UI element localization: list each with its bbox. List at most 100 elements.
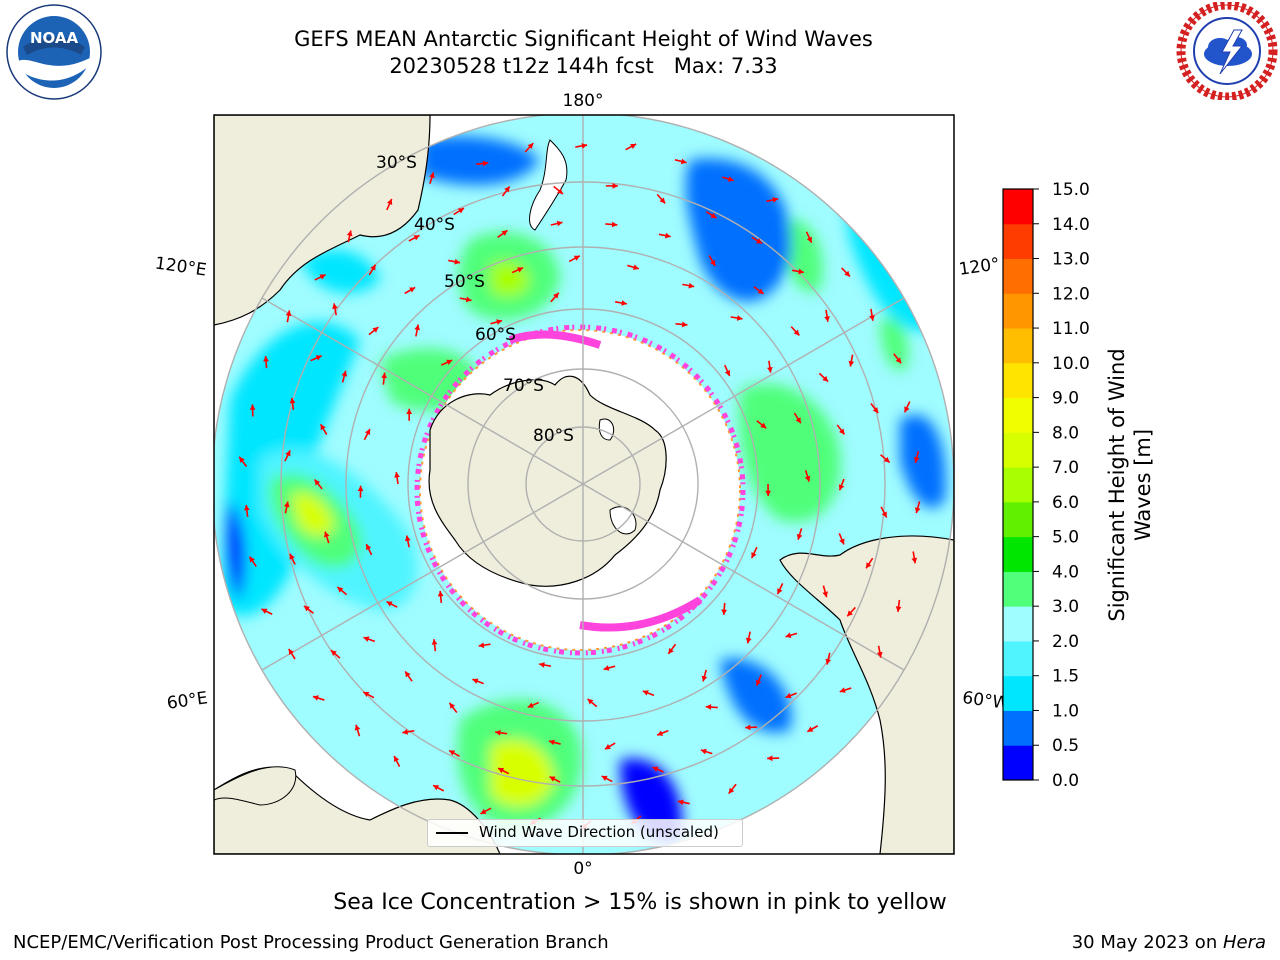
wave-direction-arrowhead: [406, 408, 413, 415]
run-host: Hera: [1222, 932, 1266, 953]
wave-direction-arrowhead: [472, 678, 479, 684]
sea-ice-note: Sea Ice Concentration > 15% is shown in …: [333, 890, 947, 915]
wave-direction-arrowhead: [480, 808, 487, 814]
run-date-prefix: 30 May 2023 on: [1071, 932, 1223, 953]
wave-direction-arrowhead: [498, 767, 505, 774]
wave-direction-arrowhead: [767, 367, 773, 373]
wave-direction-arrowhead: [285, 310, 292, 317]
wave-direction-arrowhead: [611, 221, 618, 228]
colorbar-cell: [1003, 571, 1033, 607]
wave-direction-arrowhead: [621, 300, 627, 306]
wave-direction-arrowhead: [414, 324, 421, 331]
wave-direction-arrowhead: [872, 407, 879, 414]
colorbar-cell: [1003, 675, 1033, 711]
wave-direction-arrowhead: [315, 355, 322, 361]
wave-direction-arrowhead: [844, 270, 851, 277]
wave-direction-arrowhead: [839, 538, 845, 545]
wave-direction-arrowhead: [869, 315, 875, 321]
colorbar-cell: [1003, 189, 1033, 225]
colorbar-tick-label: 10.0: [1052, 354, 1090, 374]
wave-direction-arrowhead: [866, 562, 872, 569]
wave-direction-arrowhead: [504, 186, 510, 193]
wave-direction-arrowhead: [760, 422, 767, 429]
wave-direction-arrowhead: [755, 679, 762, 686]
lon-label-180: 180°: [563, 91, 604, 111]
wave-direction-arrowhead: [553, 292, 559, 299]
colorbar-tick-label: 15.0: [1052, 180, 1090, 200]
wave-direction-arrowhead: [496, 319, 503, 325]
wave-direction-arrowhead: [337, 586, 344, 593]
wave-direction-arrowhead: [700, 748, 707, 755]
wave-direction-arrowhead: [405, 671, 411, 678]
colorbar-cell: [1003, 606, 1033, 642]
wave-direction-arrowhead: [386, 601, 393, 607]
colorbar-tick-label: 11.0: [1052, 319, 1090, 339]
wave-direction-arrowhead: [303, 605, 310, 612]
colorbar-cell: [1003, 536, 1033, 572]
wave-direction-arrowhead: [710, 212, 717, 219]
wave-direction-arrowhead: [751, 552, 757, 559]
wave-direction-arrowhead: [557, 188, 563, 195]
colorbar-tick-label: 0.5: [1052, 736, 1079, 756]
wave-direction-arrowhead: [839, 428, 845, 435]
colorbar-tick-label: 7.0: [1052, 458, 1079, 478]
wave-direction-arrowhead: [429, 172, 435, 179]
wave-direction-arrowhead: [288, 648, 294, 655]
wave-direction-arrowhead: [630, 143, 637, 150]
wave-direction-arrowhead: [736, 315, 743, 321]
wave-direction-arrowhead: [517, 267, 524, 273]
wave-direction-arrowhead: [680, 158, 687, 165]
wave-direction-arrowhead: [721, 609, 728, 615]
wave-direction-arrowhead: [249, 556, 255, 563]
wave-direction-arrowhead: [330, 650, 337, 656]
lon-label-0: 0°: [573, 859, 592, 879]
new-zealand-landmass: [529, 139, 568, 231]
wave-direction-arrowhead: [372, 327, 379, 333]
wave-direction-arrowhead: [312, 695, 319, 701]
colorbar-tick-label: 12.0: [1052, 284, 1090, 304]
wave-direction-arrowhead: [756, 238, 763, 244]
wave-direction-arrowhead: [913, 456, 920, 463]
colorbar-tick-label: 1.5: [1052, 667, 1079, 687]
colorbar-cell: [1003, 223, 1033, 260]
wave-direction-arrowhead: [798, 268, 804, 275]
wave-direction-arrowhead: [364, 429, 371, 436]
wave-direction-arrowhead: [911, 557, 918, 564]
run-date: 30 May 2023 on Hera: [1072, 932, 1266, 953]
wave-direction-arrowhead: [243, 504, 250, 511]
wave-direction-arrowhead: [457, 208, 464, 214]
wave-direction-arrowhead: [549, 776, 556, 782]
wave-direction-arrowhead: [404, 535, 411, 542]
wave-direction-arrowhead: [876, 651, 883, 658]
wave-direction-arrowhead: [346, 230, 353, 237]
wave-direction-arrowhead: [363, 691, 370, 698]
graticule: [214, 115, 954, 854]
wave-direction-arrowhead: [394, 472, 400, 478]
wave-direction-arrowhead: [573, 255, 580, 261]
wave-direction-arrowhead: [289, 553, 295, 560]
colorbar-cell: [1003, 640, 1033, 677]
lat-label-80s: 80°S: [533, 426, 574, 446]
wave-direction-arrowhead: [449, 750, 456, 756]
wave-direction-arrowhead: [431, 639, 438, 645]
wave-direction-arrowhead: [249, 404, 256, 410]
wave-direction-arrowhead: [824, 316, 830, 322]
colorbar-tick-label: 14.0: [1052, 215, 1090, 235]
colorbar-cell: [1003, 745, 1033, 781]
wave-direction-arrowhead: [527, 143, 534, 149]
chart-title: GEFS MEAN Antarctic Significant Height o…: [294, 27, 873, 51]
wave-direction-arrowhead: [454, 258, 461, 265]
wave-direction-arrowhead: [895, 606, 902, 612]
colorbar-cell: [1003, 328, 1033, 364]
wave-direction-arrowhead: [381, 372, 387, 379]
legend-line-marker: [436, 832, 468, 834]
wave-direction-arrowhead: [319, 274, 326, 280]
wave-direction-arrowhead: [745, 724, 751, 731]
wave-direction-arrowhead: [688, 282, 695, 289]
lat-label-60s: 60°S: [475, 325, 516, 345]
wave-direction-arrowhead: [664, 232, 671, 239]
wave-direction-arrowhead: [847, 610, 853, 617]
wave-direction-arrowhead: [839, 687, 846, 693]
colorbar-cell: [1003, 293, 1033, 329]
